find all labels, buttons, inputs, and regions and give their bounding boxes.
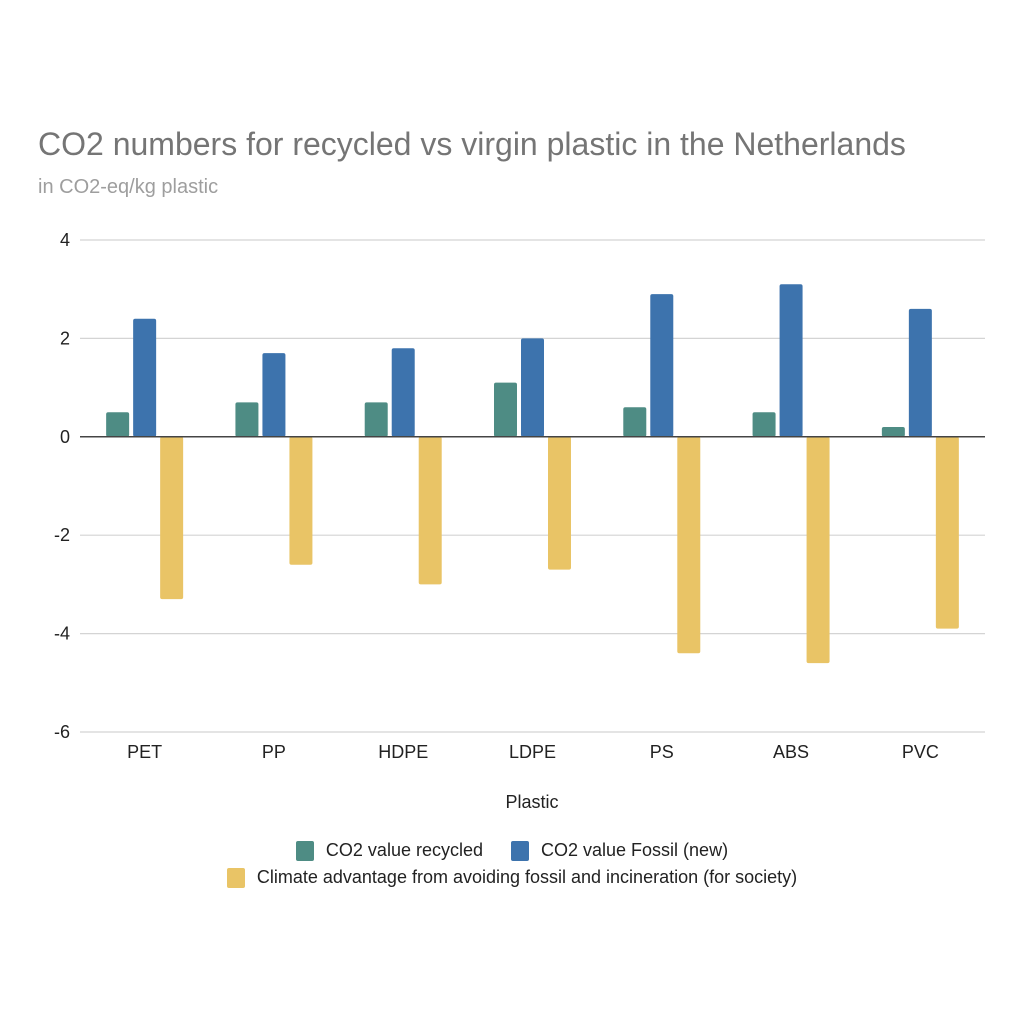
legend-item-climate-advantage[interactable]: Climate advantage from avoiding fossil a…	[226, 867, 798, 888]
y-tick-label: -6	[54, 722, 70, 742]
bar-pet-series-2[interactable]	[160, 436, 184, 600]
bar-hdpe-series-0[interactable]	[364, 402, 388, 437]
legend: CO2 value recycled CO2 value Fossil (new…	[0, 840, 1024, 888]
bar-ps-series-0[interactable]	[623, 407, 647, 437]
legend-label-climate-advantage: Climate advantage from avoiding fossil a…	[256, 867, 798, 887]
bar-abs-series-2[interactable]	[806, 436, 830, 664]
chart-title: CO2 numbers for recycled vs virgin plast…	[38, 126, 906, 162]
x-axis-title: Plastic	[505, 792, 558, 812]
chart-subtitle: in CO2-eq/kg plastic	[38, 176, 219, 198]
bar-ldpe-series-0[interactable]	[494, 382, 517, 437]
bar-ldpe-series-2[interactable]	[548, 436, 571, 570]
y-tick-label: 2	[60, 328, 70, 348]
y-tick-label: 4	[60, 230, 70, 250]
legend-label-fossil: CO2 value Fossil (new)	[541, 840, 729, 860]
bar-pp-series-2[interactable]	[289, 436, 313, 565]
legend-swatch-fossil	[511, 840, 529, 861]
bar-hdpe-series-2[interactable]	[418, 436, 442, 585]
x-tick-label: ABS	[773, 742, 809, 762]
bar-ps-series-2[interactable]	[677, 436, 701, 654]
x-tick-label: PVC	[902, 742, 939, 762]
bar-abs-series-0[interactable]	[752, 412, 776, 437]
bar-pvc-series-1[interactable]	[908, 308, 932, 437]
bar-pvc-series-0[interactable]	[881, 426, 905, 437]
legend-item-fossil[interactable]: CO2 value Fossil (new)	[511, 840, 728, 861]
x-tick-label: PS	[650, 742, 674, 762]
bar-pet-series-1[interactable]	[133, 318, 157, 437]
x-tick-label: PP	[262, 742, 286, 762]
legend-swatch-recycled	[295, 840, 314, 861]
legend-item-recycled[interactable]: CO2 value recycled	[295, 840, 483, 861]
bar-ldpe-series-1[interactable]	[521, 338, 544, 437]
bar-ps-series-1[interactable]	[650, 294, 674, 437]
x-tick-label: PET	[127, 742, 162, 762]
y-tick-label: -4	[54, 624, 70, 644]
x-tick-label: HDPE	[378, 742, 428, 762]
legend-swatch-climate-advantage	[226, 867, 245, 888]
x-tick-label: LDPE	[509, 742, 556, 762]
bar-pet-series-0[interactable]	[106, 412, 130, 437]
bar-hdpe-series-1[interactable]	[391, 348, 415, 437]
bar-pp-series-0[interactable]	[235, 402, 259, 437]
legend-label-recycled: CO2 value recycled	[325, 840, 483, 860]
y-tick-label: 0	[60, 427, 70, 447]
bar-pvc-series-2[interactable]	[935, 436, 959, 629]
y-tick-label: -2	[54, 525, 70, 545]
bar-abs-series-1[interactable]	[779, 284, 803, 437]
bar-pp-series-1[interactable]	[262, 353, 286, 437]
